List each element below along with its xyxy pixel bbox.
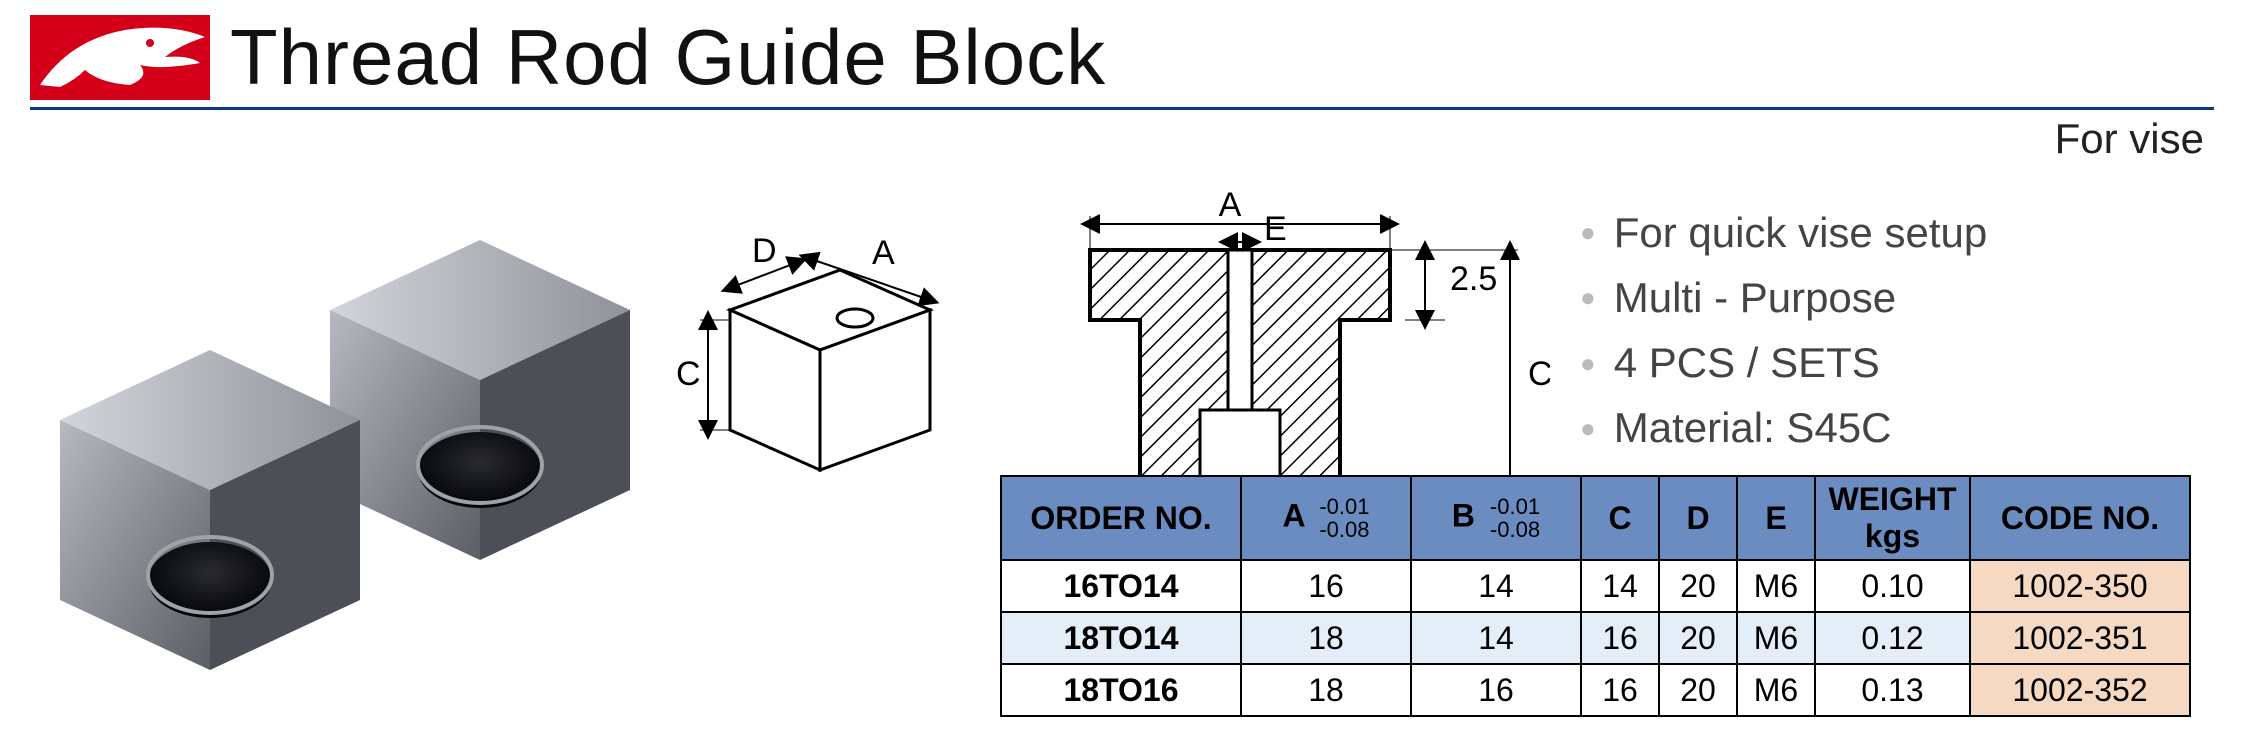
cell-D: 20 <box>1659 664 1737 716</box>
header: Thread Rod Guide Block <box>30 12 2214 110</box>
cell-weight: 0.10 <box>1815 560 1970 612</box>
feature-text: Material: S45C <box>1614 395 1892 460</box>
table-header-row: ORDER NO. A -0.01 -0.08 B -0.01 -0.08 C … <box>1001 476 2190 560</box>
cell-B: 16 <box>1411 664 1581 716</box>
th-E: E <box>1737 476 1815 560</box>
cell-code: 1002-352 <box>1970 664 2190 716</box>
table-row: 18TO16 18 16 16 20 M6 0.13 1002-352 <box>1001 664 2190 716</box>
th-B-tol: -0.01 -0.08 <box>1490 495 1540 541</box>
cell-code: 1002-350 <box>1970 560 2190 612</box>
dim-label-A-iso: A <box>872 234 895 272</box>
page-title: Thread Rod Guide Block <box>230 12 1106 103</box>
th-A: A -0.01 -0.08 <box>1241 476 1411 560</box>
product-photo <box>30 200 650 680</box>
dim-label-A: A <box>1219 186 1242 224</box>
cell-B: 14 <box>1411 560 1581 612</box>
feature-text: Multi - Purpose <box>1614 265 1896 330</box>
cell-D: 20 <box>1659 560 1737 612</box>
cell-order: 16TO14 <box>1001 560 1241 612</box>
th-code: CODE NO. <box>1970 476 2190 560</box>
th-C: C <box>1581 476 1659 560</box>
cell-C: 16 <box>1581 612 1659 664</box>
cell-E: M6 <box>1737 612 1815 664</box>
subtitle: For vise <box>2055 115 2204 163</box>
th-weight: WEIGHT kgs <box>1815 476 1970 560</box>
brand-logo <box>30 15 210 100</box>
th-B-label: B <box>1452 497 1475 533</box>
cell-A: 18 <box>1241 664 1411 716</box>
th-order: ORDER NO. <box>1001 476 1241 560</box>
tol-upper: -0.01 <box>1490 494 1540 519</box>
th-weight-label: WEIGHT <box>1829 481 1957 517</box>
spec-table: ORDER NO. A -0.01 -0.08 B -0.01 -0.08 C … <box>1000 475 2191 717</box>
feature-item: Material: S45C <box>1580 395 2190 460</box>
feature-text: 4 PCS / SETS <box>1614 330 1880 395</box>
cell-weight: 0.13 <box>1815 664 1970 716</box>
cell-code: 1002-351 <box>1970 612 2190 664</box>
tol-upper: -0.01 <box>1319 494 1369 519</box>
feature-item: 4 PCS / SETS <box>1580 330 2190 395</box>
cell-E: M6 <box>1737 560 1815 612</box>
cell-weight: 0.12 <box>1815 612 1970 664</box>
cell-B: 14 <box>1411 612 1581 664</box>
tol-lower: -0.08 <box>1319 517 1369 542</box>
tol-lower: -0.08 <box>1490 517 1540 542</box>
dim-label-E: E <box>1264 210 1287 248</box>
cell-C: 16 <box>1581 664 1659 716</box>
cell-order: 18TO14 <box>1001 612 1241 664</box>
dim-label-C-iso: C <box>676 355 701 393</box>
table-row: 18TO14 18 14 16 20 M6 0.12 1002-351 <box>1001 612 2190 664</box>
cell-C: 14 <box>1581 560 1659 612</box>
feature-text: For quick vise setup <box>1614 200 1988 265</box>
table-row: 16TO14 16 14 14 20 M6 0.10 1002-350 <box>1001 560 2190 612</box>
th-A-label: A <box>1283 497 1305 533</box>
th-A-tol: -0.01 -0.08 <box>1319 495 1369 541</box>
dim-label-step: 2.5 <box>1450 260 1497 298</box>
th-B: B -0.01 -0.08 <box>1411 476 1581 560</box>
dim-label-C: C <box>1528 355 1550 393</box>
feature-item: For quick vise setup <box>1580 200 2190 265</box>
cell-order: 18TO16 <box>1001 664 1241 716</box>
cell-E: M6 <box>1737 664 1815 716</box>
feature-item: Multi - Purpose <box>1580 265 2190 330</box>
cell-D: 20 <box>1659 612 1737 664</box>
dim-label-D: D <box>752 232 777 270</box>
cell-A: 16 <box>1241 560 1411 612</box>
th-weight-unit: kgs <box>1865 518 1920 554</box>
th-D: D <box>1659 476 1737 560</box>
cell-A: 18 <box>1241 612 1411 664</box>
